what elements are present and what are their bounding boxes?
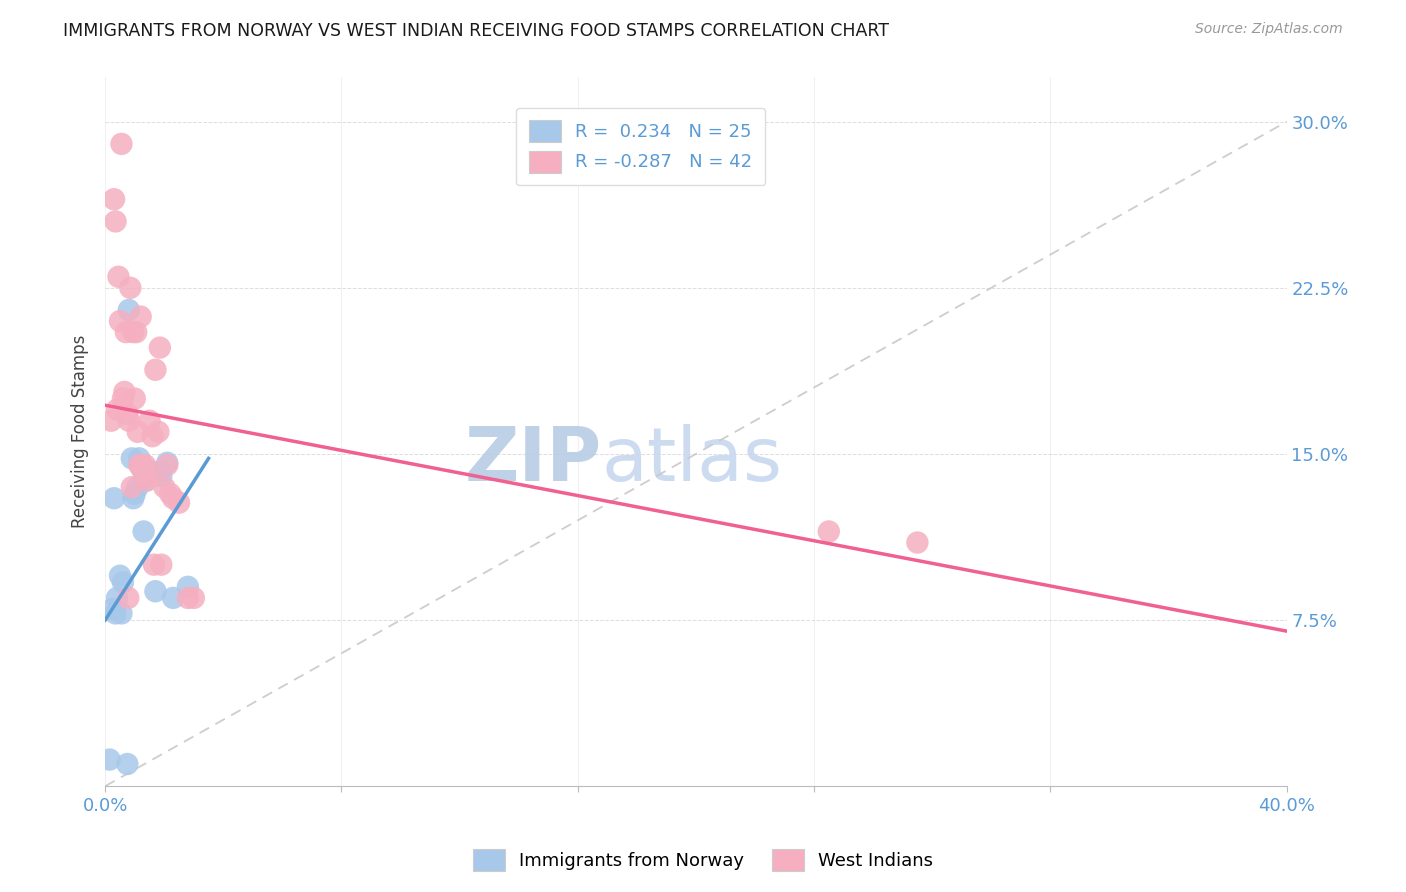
Point xyxy=(141,429,163,443)
Point xyxy=(127,480,149,494)
Point xyxy=(183,591,205,605)
Point xyxy=(177,580,200,594)
Text: ZIP: ZIP xyxy=(464,424,602,497)
Point xyxy=(138,414,160,428)
Point xyxy=(135,474,157,488)
Point xyxy=(145,363,167,377)
Point xyxy=(103,192,125,206)
Point xyxy=(105,591,128,605)
Point xyxy=(118,303,141,318)
Point xyxy=(121,451,143,466)
Point xyxy=(156,456,179,470)
Point xyxy=(905,535,928,549)
Point xyxy=(118,414,141,428)
Point xyxy=(148,425,170,439)
Point xyxy=(115,325,138,339)
Point xyxy=(108,568,131,582)
Point xyxy=(122,491,145,506)
Legend: R =  0.234   N = 25, R = -0.287   N = 42: R = 0.234 N = 25, R = -0.287 N = 42 xyxy=(516,108,765,186)
Point xyxy=(159,487,181,501)
Point xyxy=(131,462,153,476)
Point xyxy=(817,524,839,539)
Point xyxy=(117,756,139,771)
Point xyxy=(124,487,146,501)
Point xyxy=(122,325,145,339)
Point xyxy=(149,465,172,479)
Point xyxy=(162,491,184,506)
Point xyxy=(105,402,128,417)
Point xyxy=(104,607,127,621)
Point xyxy=(134,458,156,472)
Legend: Immigrants from Norway, West Indians: Immigrants from Norway, West Indians xyxy=(465,842,941,879)
Point xyxy=(125,325,148,339)
Point xyxy=(132,524,155,539)
Point xyxy=(131,458,153,472)
Point xyxy=(128,451,150,466)
Point xyxy=(100,414,122,428)
Point xyxy=(177,591,200,605)
Point xyxy=(142,558,165,572)
Point xyxy=(128,458,150,472)
Point xyxy=(117,407,139,421)
Point xyxy=(141,465,163,479)
Point xyxy=(139,469,162,483)
Point xyxy=(103,491,125,506)
Point xyxy=(110,136,132,151)
Y-axis label: Receiving Food Stamps: Receiving Food Stamps xyxy=(72,335,89,528)
Text: IMMIGRANTS FROM NORWAY VS WEST INDIAN RECEIVING FOOD STAMPS CORRELATION CHART: IMMIGRANTS FROM NORWAY VS WEST INDIAN RE… xyxy=(63,22,889,40)
Point xyxy=(162,591,184,605)
Point xyxy=(107,269,129,284)
Point xyxy=(124,392,146,406)
Point xyxy=(112,384,135,399)
Point xyxy=(135,474,157,488)
Point xyxy=(98,753,121,767)
Point xyxy=(117,591,139,605)
Point xyxy=(153,480,176,494)
Point xyxy=(127,425,149,439)
Text: atlas: atlas xyxy=(602,424,782,497)
Point xyxy=(108,314,131,328)
Text: Source: ZipAtlas.com: Source: ZipAtlas.com xyxy=(1195,22,1343,37)
Point xyxy=(101,602,124,616)
Point xyxy=(120,281,142,295)
Point xyxy=(110,607,132,621)
Point xyxy=(156,458,179,472)
Point xyxy=(167,496,190,510)
Point xyxy=(149,341,172,355)
Point xyxy=(150,469,173,483)
Point xyxy=(145,584,167,599)
Point xyxy=(132,465,155,479)
Point xyxy=(129,310,152,324)
Point xyxy=(121,480,143,494)
Point xyxy=(111,392,134,406)
Point xyxy=(111,575,134,590)
Point xyxy=(104,214,127,228)
Point xyxy=(150,558,173,572)
